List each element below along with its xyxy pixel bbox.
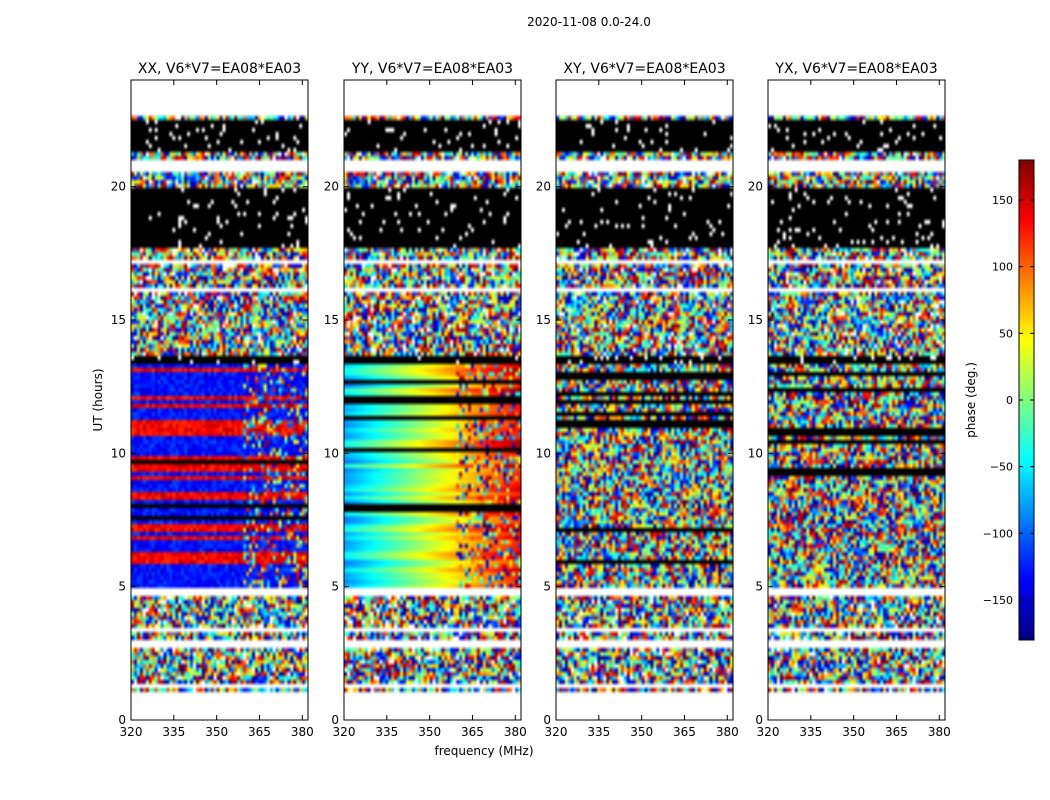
x-tick-label: 350: [205, 725, 228, 739]
figure-suptitle: 2020-11-08 0.0-24.0: [527, 15, 651, 29]
x-tick-label: 380: [504, 725, 527, 739]
y-tick-label: 0: [543, 713, 551, 727]
x-tick-label: 335: [375, 725, 398, 739]
y-tick-label: 20: [536, 180, 551, 194]
panel-frame: [767, 79, 946, 721]
x-tick-label: 335: [162, 725, 185, 739]
panel-title: YX, V6*V7=EA08*EA03: [774, 61, 937, 77]
heatmap-image-xx: [131, 80, 308, 720]
x-tick-label: 365: [461, 725, 484, 739]
y-tick-label: 0: [331, 713, 339, 727]
colorbar-tick-label: 100: [992, 261, 1013, 274]
y-tick-label: 10: [111, 446, 126, 460]
panel-title: XY, V6*V7=EA08*EA03: [563, 61, 725, 77]
x-tick-label: 380: [291, 725, 314, 739]
y-tick-label: 20: [748, 180, 763, 194]
y-tick-label: 5: [755, 580, 763, 594]
y-tick-label: 5: [543, 580, 551, 594]
colorbar-tick-label: −150: [983, 594, 1013, 607]
x-tick-label: 335: [799, 725, 822, 739]
x-tick-label: 320: [120, 725, 143, 739]
x-tick-label: 350: [842, 725, 865, 739]
x-tick-label: 320: [333, 725, 356, 739]
panel-xx: XX, V6*V7=EA08*EA03 320 335 350 365 380 0 5 10 15…: [111, 61, 314, 739]
heatmap-image-yx: [768, 80, 945, 720]
colorbar-tick-label: 50: [999, 327, 1013, 340]
y-tick-label: 15: [111, 313, 126, 327]
y-tick-label: 15: [536, 313, 551, 327]
colorbar-tick-label: −100: [983, 527, 1013, 540]
y-tick-label: 10: [748, 446, 763, 460]
x-tick-label: 350: [418, 725, 441, 739]
y-tick-label: 5: [118, 580, 126, 594]
x-tick-label: 380: [928, 725, 951, 739]
y-axis-label: UT (hours): [91, 368, 105, 431]
panel-yx: YX, V6*V7=EA08*EA03 320 335 350 365 380 0 5 10 15…: [748, 61, 951, 739]
x-tick-label: 350: [630, 725, 653, 739]
y-tick-label: 5: [331, 580, 339, 594]
colorbar: −150 −100 −50 0 50 100 150: [983, 159, 1035, 641]
y-tick-label: 15: [748, 313, 763, 327]
y-tick-label: 0: [118, 713, 126, 727]
heatmap-image-xy: [556, 80, 733, 720]
panels-group: XX, V6*V7=EA08*EA03 320 335 350 365 380 0 5 10 15…: [111, 61, 951, 739]
colorbar-tick-label: 150: [992, 194, 1013, 207]
x-tick-label: 380: [716, 725, 739, 739]
x-tick-label: 320: [757, 725, 780, 739]
y-tick-label: 10: [324, 446, 339, 460]
x-tick-label: 365: [885, 725, 908, 739]
y-tick-label: 10: [536, 446, 551, 460]
panel-yy: YY, V6*V7=EA08*EA03 320 335 350 365 380 0 5 10 15…: [324, 61, 527, 739]
panel-title: XX, V6*V7=EA08*EA03: [138, 61, 301, 77]
x-tick-label: 365: [673, 725, 696, 739]
colorbar-tick-label: −50: [990, 461, 1013, 474]
colorbar-tick-label: 0: [1006, 394, 1013, 407]
panel-frame: [343, 79, 522, 721]
x-tick-label: 335: [587, 725, 610, 739]
x-tick-label: 320: [545, 725, 568, 739]
panel-title: YY, V6*V7=EA08*EA03: [351, 61, 513, 77]
panel-xy: XY, V6*V7=EA08*EA03 320 335 350 365 380 0 5 10 15…: [536, 61, 739, 739]
y-tick-label: 15: [324, 313, 339, 327]
x-tick-label: 365: [248, 725, 271, 739]
panel-frame: [555, 79, 734, 721]
heatmap-image-yy: [344, 80, 521, 720]
y-tick-label: 20: [324, 180, 339, 194]
panel-frame: [130, 79, 309, 721]
colorbar-label: phase (deg.): [964, 362, 978, 438]
y-tick-label: 0: [755, 713, 763, 727]
x-axis-label: frequency (MHz): [434, 744, 533, 758]
y-tick-label: 20: [111, 180, 126, 194]
